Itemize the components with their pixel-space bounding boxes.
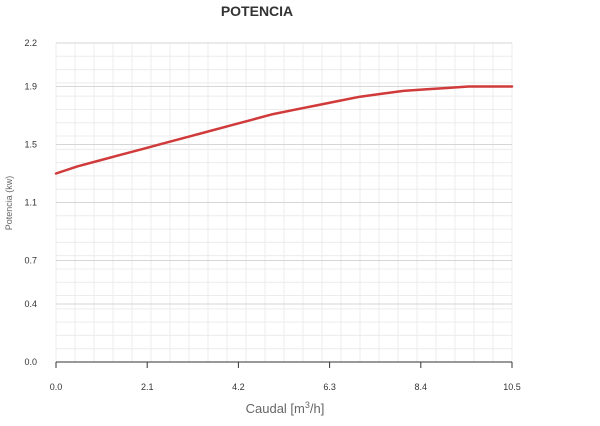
y-tick-label: 1.1 [24, 198, 37, 208]
grid [55, 42, 513, 363]
y-axis-label: Potencia (kw) [4, 176, 14, 231]
x-axis-ticks: 0.0 2.1 4.2 6.3 8.4 10.5 [50, 362, 521, 392]
y-tick-label: 0.7 [24, 256, 37, 266]
y-tick-label: 2.2 [24, 38, 37, 48]
x-tick-label: 0.0 [50, 382, 63, 392]
y-tick-label: 0.4 [24, 299, 37, 309]
x-axis-label: Caudal [m3/h] [246, 400, 325, 416]
series-line [54, 85, 514, 175]
x-tick-label: 10.5 [503, 382, 521, 392]
x-tick-label: 2.1 [141, 382, 154, 392]
y-tick-label: 0.0 [24, 357, 37, 367]
series-group [54, 85, 514, 175]
y-tick-label: 1.5 [24, 140, 37, 150]
x-tick-label: 8.4 [415, 382, 428, 392]
x-tick-label: 6.3 [323, 382, 336, 392]
chart-title: POTENCIA [221, 3, 293, 19]
y-axis-ticks: 0.0 0.4 0.7 1.1 1.5 1.9 2.2 [24, 38, 37, 367]
y-tick-label: 1.9 [24, 82, 37, 92]
x-tick-label: 4.2 [232, 382, 245, 392]
